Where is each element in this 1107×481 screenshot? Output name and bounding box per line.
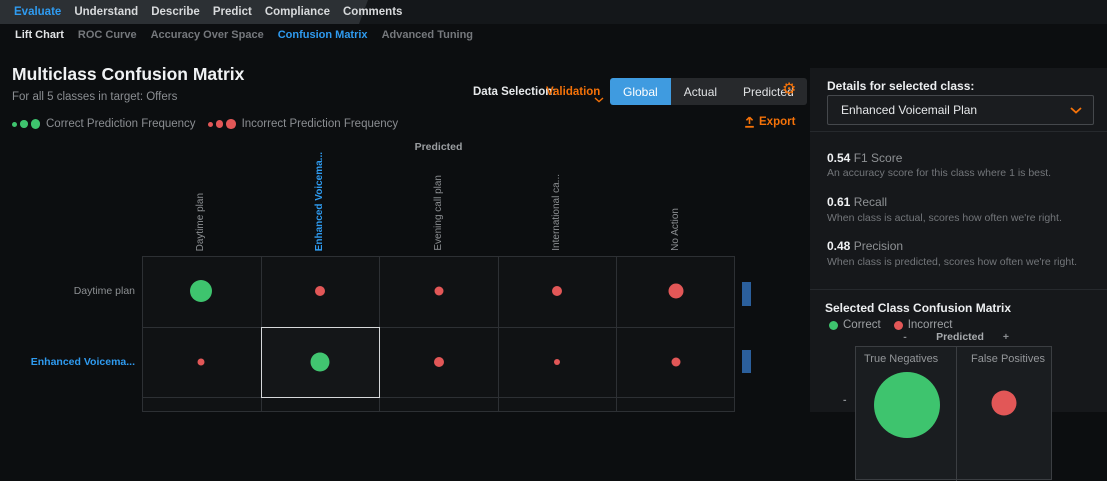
incorrect-frequency-dot: [554, 359, 560, 365]
metric-recall: 0.61 Recall: [827, 195, 887, 209]
details-panel-title: Details for selected class:: [827, 79, 974, 93]
incorrect-frequency-dot: [671, 357, 680, 366]
incorrect-label: Incorrect: [908, 319, 953, 331]
true-negatives-bubble: [874, 372, 940, 438]
incorrect-frequency-dot: [668, 284, 683, 299]
correct-frequency-dot: [190, 280, 212, 302]
correct-dot-icon: [829, 321, 838, 330]
actual-minus-label: -: [843, 394, 847, 406]
predicted-plus-label: +: [1003, 331, 1009, 343]
class-select-dropdown[interactable]: Enhanced Voicemail Plan: [827, 95, 1094, 125]
incorrect-dot-icon: [894, 321, 903, 330]
selected-matrix-cell[interactable]: [261, 327, 381, 399]
matrix-row-label[interactable]: Enhanced Voicema...: [0, 356, 135, 368]
predicted-axis-label: Predicted: [415, 141, 463, 153]
matrix-cell[interactable]: [142, 397, 261, 468]
divider: [956, 347, 957, 481]
matrix-column-label[interactable]: Enhanced Voicema...: [314, 152, 325, 251]
confusion-matrix-chart: Predicted Daytime plan Enhanced Voicema...…: [0, 0, 812, 412]
matrix-cell[interactable]: [616, 397, 735, 468]
matrix-column-label[interactable]: Evening call plan: [433, 175, 444, 251]
predicted-minus-label: -: [903, 331, 907, 343]
metric-precision-description: When class is predicted, scores how ofte…: [827, 256, 1077, 268]
selected-class-quadrant-chart: True Negatives False Positives: [855, 346, 1052, 480]
selected-class-matrix-title: Selected Class Confusion Matrix: [825, 301, 1011, 315]
divider: [810, 131, 1107, 132]
matrix-cell[interactable]: [261, 397, 380, 468]
matrix-cell[interactable]: [379, 397, 498, 468]
false-positives-label: False Positives: [971, 353, 1045, 365]
matrix-column-label[interactable]: No Action: [670, 208, 681, 251]
true-negatives-label: True Negatives: [864, 353, 938, 365]
metric-f1-description: An accuracy score for this class where 1…: [827, 167, 1051, 179]
incorrect-frequency-dot: [315, 286, 325, 296]
metric-f1: 0.54 F1 Score: [827, 151, 902, 165]
divider: [810, 289, 1107, 290]
chevron-down-icon: [1070, 107, 1093, 114]
metric-precision: 0.48 Precision: [827, 239, 903, 253]
matrix-row-label[interactable]: Daytime plan: [0, 285, 135, 297]
matrix-column-label[interactable]: Daytime plan: [195, 193, 206, 251]
predicted-axis-label: Predicted: [936, 331, 984, 343]
matrix-column-label[interactable]: International ca...: [551, 174, 562, 251]
incorrect-frequency-dot: [434, 287, 443, 296]
incorrect-frequency-dot: [434, 357, 444, 367]
incorrect-frequency-dot: [552, 286, 562, 296]
selected-class-matrix-legend: Correct Incorrect: [829, 319, 965, 331]
row-indicator-bar: [742, 282, 751, 306]
row-indicator-bar: [742, 350, 751, 373]
incorrect-frequency-dot: [198, 358, 205, 365]
metric-recall-description: When class is actual, scores how often w…: [827, 212, 1062, 224]
details-panel: Details for selected class: Enhanced Voi…: [810, 68, 1107, 412]
correct-label: Correct: [843, 319, 881, 331]
matrix-cell[interactable]: [498, 397, 617, 468]
class-select-value: Enhanced Voicemail Plan: [828, 103, 1070, 117]
